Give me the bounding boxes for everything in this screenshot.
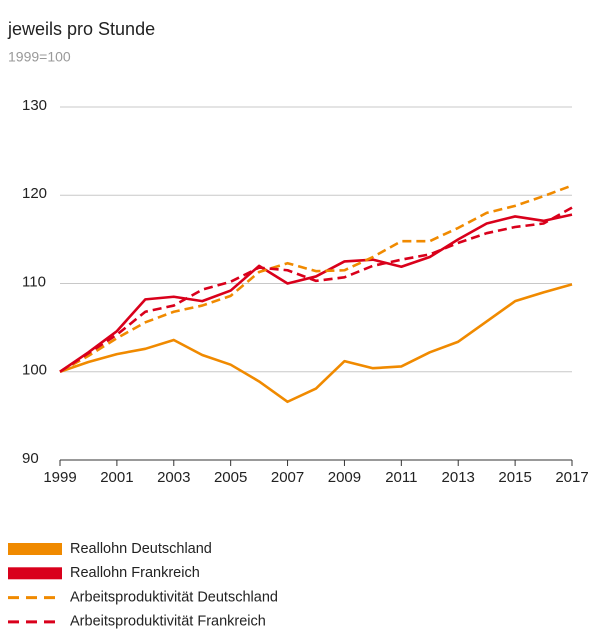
legend-swatch	[8, 567, 62, 580]
legend-swatch	[8, 543, 62, 555]
x-tick-label: 2015	[498, 469, 531, 486]
x-tick-label: 2011	[385, 469, 417, 486]
y-tick-label: 120	[22, 185, 47, 202]
y-tick-label: 90	[22, 450, 39, 467]
legend-label: Arbeitsproduktivität Frankreich	[70, 614, 266, 630]
legend-label: Reallohn Deutschland	[70, 541, 212, 557]
legend-label: Arbeitsproduktivität Deutschland	[70, 589, 278, 605]
y-tick-label: 130	[22, 97, 47, 114]
series-line	[59, 206, 573, 373]
x-tick-label: 2003	[157, 469, 190, 486]
subtitle: jeweils pro Stunde	[7, 19, 155, 39]
y-tick-label: 110	[22, 273, 46, 290]
series-line	[59, 283, 573, 404]
x-tick-label: 1999	[43, 469, 76, 486]
x-tick-label: 2001	[100, 469, 133, 486]
legend-label: Reallohn Frankreich	[70, 565, 200, 581]
x-tick-label: 2005	[214, 469, 247, 486]
x-tick-label: 2017	[555, 469, 588, 486]
series-line	[59, 213, 573, 373]
x-tick-label: 2013	[442, 469, 475, 486]
y-tick-label: 100	[22, 362, 47, 379]
x-tick-label: 2007	[271, 469, 304, 486]
note: 1999=100	[8, 49, 71, 65]
series-line	[59, 184, 573, 373]
x-tick-label: 2009	[328, 469, 361, 486]
